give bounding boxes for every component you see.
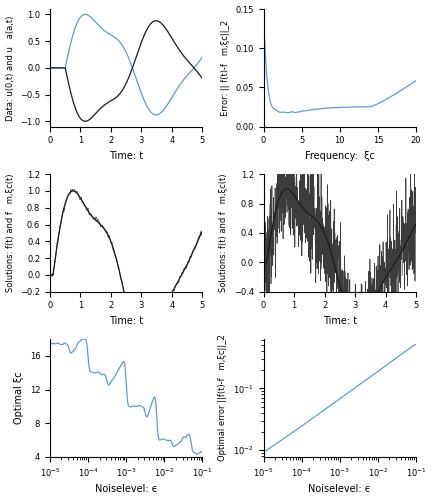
X-axis label: Noiselevel: ϵ: Noiselevel: ϵ [308,484,371,494]
Y-axis label: Error: || f(t)-f   m,ξc||_2: Error: || f(t)-f m,ξc||_2 [221,20,230,116]
Y-axis label: Data: u(0,t) and u   a(a,t): Data: u(0,t) and u a(a,t) [6,15,15,120]
X-axis label: Time: t: Time: t [323,316,357,326]
Y-axis label: Solutions: f(t) and f   m,ξc(t): Solutions: f(t) and f m,ξc(t) [219,174,228,292]
X-axis label: Frequency:  ξc: Frequency: ξc [305,151,375,161]
Y-axis label: Optimal ξc: Optimal ξc [14,372,24,424]
X-axis label: Time: t: Time: t [109,316,143,326]
Y-axis label: Optimal error ||f(t)-f   m,ξc||_2: Optimal error ||f(t)-f m,ξc||_2 [219,334,227,462]
Y-axis label: Solutions: f(t) and f   m,ξc(t): Solutions: f(t) and f m,ξc(t) [6,174,15,292]
X-axis label: Noiselevel: ϵ: Noiselevel: ϵ [95,484,158,494]
X-axis label: Time: t: Time: t [109,151,143,161]
